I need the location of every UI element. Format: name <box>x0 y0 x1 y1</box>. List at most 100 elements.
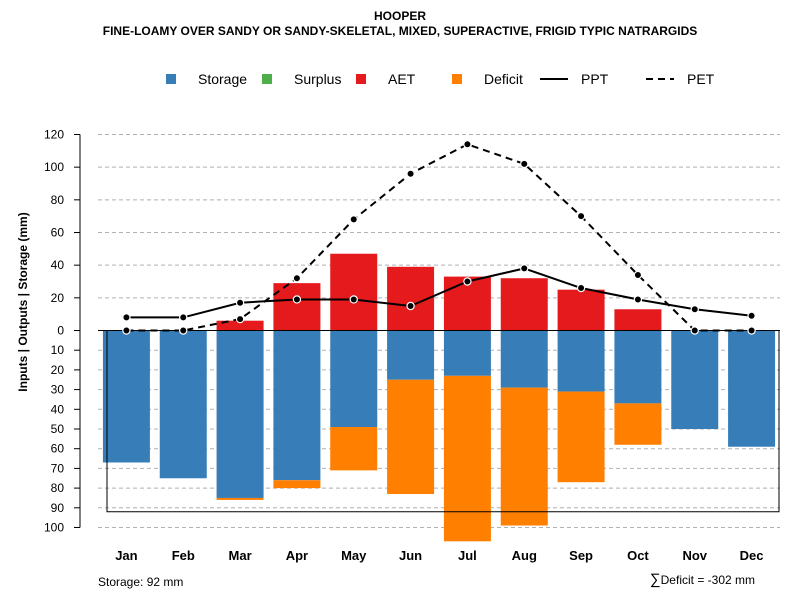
ppt-point <box>179 313 188 322</box>
pet-point <box>633 270 643 280</box>
ppt-point <box>122 313 131 322</box>
y-tick-label: 120 <box>44 128 64 142</box>
storage-bar <box>387 330 435 380</box>
ppt-point <box>747 311 756 320</box>
deficit-bar <box>387 379 435 495</box>
y-axis-label: Inputs | Outputs | Storage (mm) <box>16 212 30 391</box>
y-tick-label: 100 <box>44 160 64 174</box>
ppt-point <box>406 301 415 311</box>
y-tick-label: 60 <box>51 442 65 456</box>
storage-note: Storage: 92 mm <box>98 575 184 589</box>
ppt-point <box>690 305 699 314</box>
storage-capacity-box <box>106 330 780 513</box>
aet-bar <box>273 283 321 331</box>
pet-point <box>179 326 188 335</box>
deficit-bar <box>500 387 548 526</box>
ppt-point <box>292 295 302 304</box>
storage-bar <box>159 330 207 479</box>
y-tick-label: 10 <box>51 343 65 357</box>
x-tick-label: Feb <box>172 548 195 563</box>
x-tick-label: Apr <box>286 548 308 563</box>
pet-point <box>235 314 245 324</box>
storage-bar <box>557 330 605 392</box>
chart-subtitle: FINE-LOAMY OVER SANDY OR SANDY-SKELETAL,… <box>102 24 698 38</box>
bars <box>102 253 776 542</box>
chart-title: HOOPER <box>373 9 426 23</box>
pet-point <box>349 215 358 224</box>
x-tick-label: Jul <box>458 548 477 563</box>
grid-lines <box>98 134 780 528</box>
aet-bar <box>330 253 378 331</box>
storage-bar <box>671 330 719 429</box>
storage-bar <box>273 330 321 481</box>
legend-label-ppt: PPT <box>581 71 609 87</box>
pet-point <box>690 326 699 335</box>
x-tick-label: Sep <box>569 548 593 563</box>
aet-bar <box>614 309 662 331</box>
sum-symbol: ∑ <box>649 571 661 588</box>
y-tick-label: 0 <box>57 324 64 338</box>
deficit-bar <box>330 427 378 471</box>
axes: 0 20 40 60 80 100 120 10 20 30 40 50 60 70 80 90 100 Inpu… <box>16 128 780 563</box>
legend-swatch-deficit <box>452 74 462 84</box>
legend-swatch-surplus <box>262 74 272 84</box>
x-tick-label: Nov <box>682 548 707 563</box>
x-tick-label: Mar <box>229 548 252 563</box>
pet-point <box>122 326 131 335</box>
legend-label-pet: PET <box>687 71 715 87</box>
pet-point <box>576 211 586 221</box>
legend-label-storage: Storage <box>198 71 247 87</box>
storage-bar <box>728 330 776 447</box>
y-tick-label: 50 <box>51 422 65 436</box>
deficit-bar <box>273 480 321 489</box>
x-tick-label: Oct <box>627 548 649 563</box>
y-tick-label: 100 <box>44 521 64 535</box>
storage-bar <box>216 330 264 498</box>
legend: Storage Surplus AET Deficit PPT PET <box>166 71 715 87</box>
legend-swatch-aet <box>356 74 366 84</box>
ppt-point <box>349 295 358 304</box>
storage-bar <box>443 330 491 376</box>
aet-bar <box>557 289 605 331</box>
legend-swatch-storage <box>166 74 176 84</box>
y-tick-label: 40 <box>51 402 65 416</box>
y-tick-label: 20 <box>51 363 65 377</box>
deficit-bar <box>557 391 605 483</box>
ppt-point <box>235 298 245 307</box>
storage-bar <box>102 330 150 463</box>
pet-point <box>520 159 529 169</box>
ppt-point <box>463 277 472 286</box>
y-tick-label: 90 <box>51 501 65 515</box>
ppt-point <box>576 283 586 293</box>
y-tick-label: 20 <box>51 291 65 305</box>
aet-bar <box>500 278 548 331</box>
pet-point <box>406 169 415 178</box>
y-tick-label: 80 <box>51 193 65 207</box>
pet-point <box>747 326 756 335</box>
legend-label-surplus: Surplus <box>294 71 341 87</box>
storage-bar <box>330 330 378 428</box>
pet-point <box>292 274 302 283</box>
pet-point <box>463 140 472 149</box>
x-tick-label: Jun <box>399 548 422 563</box>
legend-label-deficit: Deficit <box>484 71 523 87</box>
x-tick-label: Aug <box>512 548 537 563</box>
deficit-bar <box>443 375 491 542</box>
ppt-point <box>633 295 643 304</box>
deficit-note: ∑Deficit = -302 mm <box>650 571 755 588</box>
x-tick-label: May <box>341 548 367 563</box>
legend-label-aet: AET <box>388 71 416 87</box>
lines <box>122 140 756 335</box>
storage-bar <box>614 330 662 404</box>
ppt-line <box>126 267 752 319</box>
deficit-text: Deficit = -302 mm <box>660 573 755 587</box>
deficit-bar <box>614 403 662 445</box>
aet-bar <box>216 320 264 331</box>
y-tick-label: 80 <box>51 481 65 495</box>
x-tick-label: Jan <box>115 548 137 563</box>
y-tick-label: 70 <box>51 461 65 475</box>
storage-bar <box>500 330 548 388</box>
y-tick-label: 60 <box>51 226 65 240</box>
y-tick-label: 30 <box>51 383 65 397</box>
